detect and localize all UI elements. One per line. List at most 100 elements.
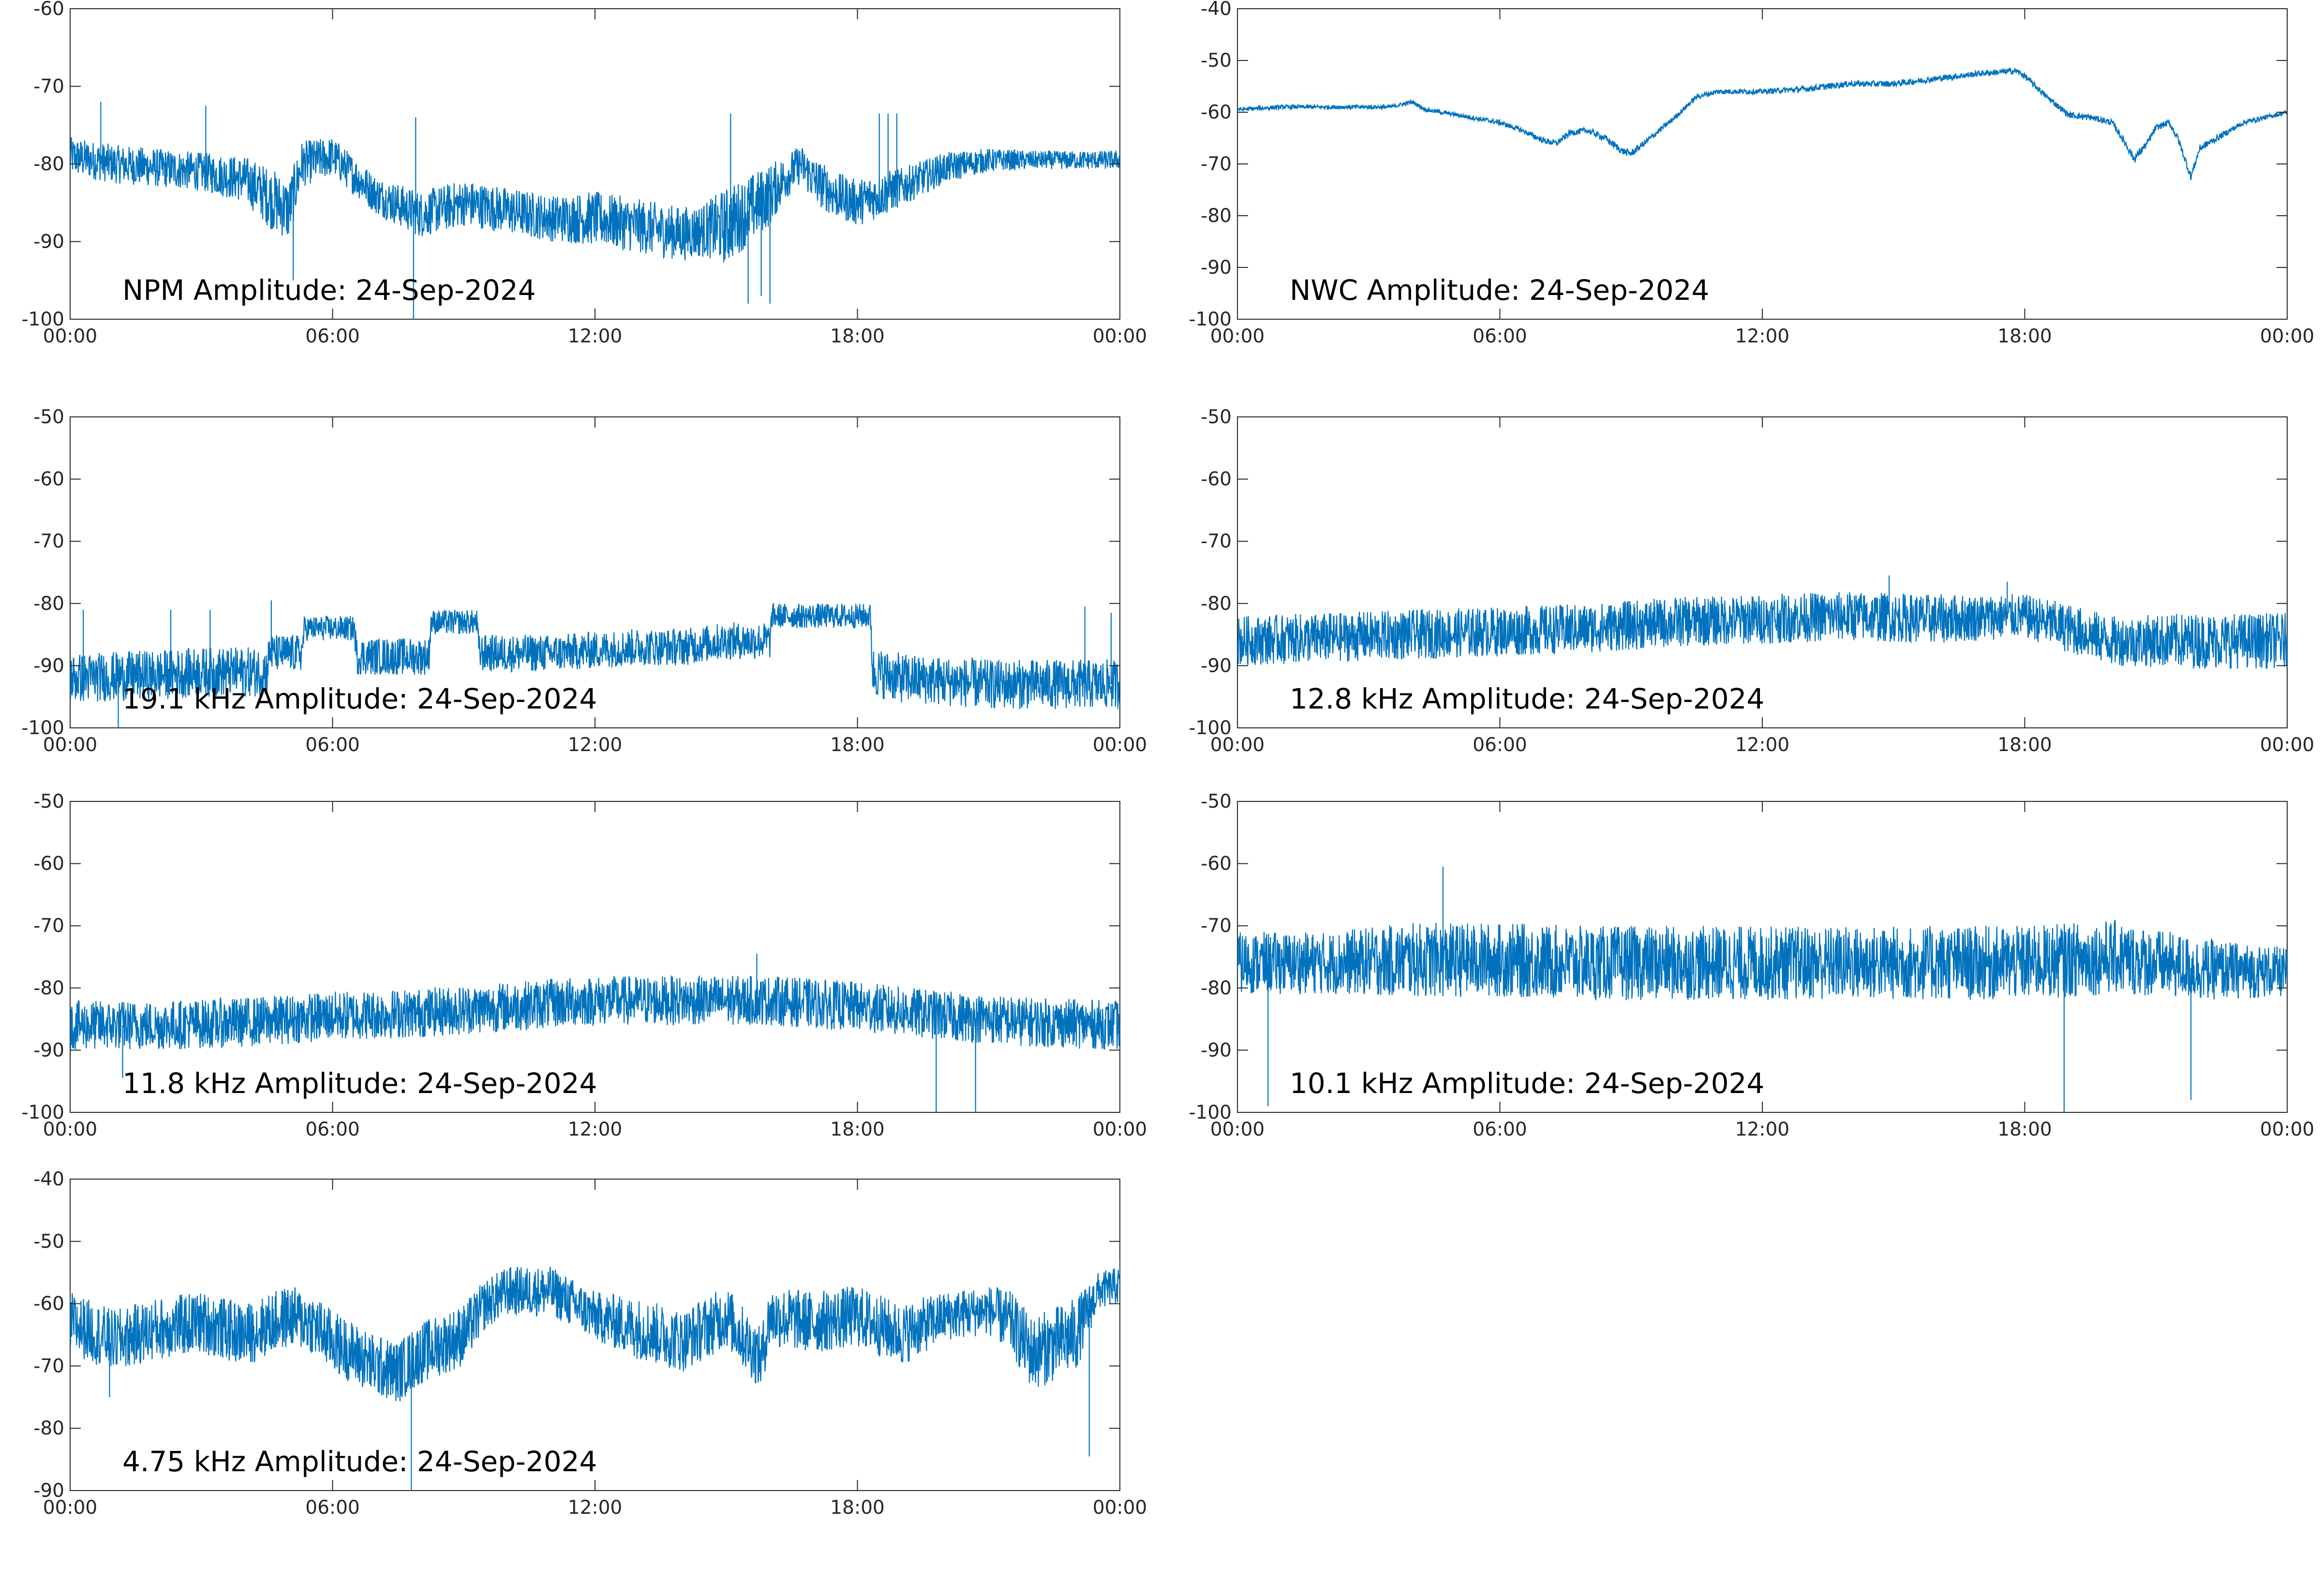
x-tick-label: 00:00 bbox=[1093, 734, 1147, 756]
x-tick-label: 00:00 bbox=[2260, 325, 2314, 347]
series-line-1 bbox=[1237, 66, 2287, 180]
x-tick-label: 06:00 bbox=[1473, 1119, 1527, 1140]
y-tick-label: -90 bbox=[33, 1480, 64, 1502]
y-tick-label: -60 bbox=[33, 1293, 64, 1315]
y-tick-label: -90 bbox=[1201, 257, 1232, 279]
y-tick-label: -90 bbox=[33, 655, 64, 677]
y-tick-label: -100 bbox=[21, 1102, 64, 1123]
x-tick-label: 12:00 bbox=[568, 1119, 622, 1140]
axes-box bbox=[1237, 8, 2288, 320]
axes-box bbox=[1237, 416, 2288, 728]
y-tick-label: -70 bbox=[1201, 153, 1232, 175]
y-tick-label: -70 bbox=[1201, 531, 1232, 552]
chart-title: 12.8 kHz Amplitude: 24-Sep-2024 bbox=[1290, 682, 1764, 715]
x-tick-label: 00:00 bbox=[43, 325, 97, 347]
axes-box bbox=[70, 416, 1120, 728]
x-tick-label: 12:00 bbox=[1735, 325, 1789, 347]
x-tick-label: 12:00 bbox=[1735, 734, 1789, 756]
x-tick-label: 12:00 bbox=[568, 325, 622, 347]
chart-title: 10.1 kHz Amplitude: 24-Sep-2024 bbox=[1290, 1067, 1764, 1100]
x-tick-label: 18:00 bbox=[1997, 734, 2052, 756]
x-tick-label: 18:00 bbox=[830, 734, 884, 756]
x-tick-label: 18:00 bbox=[830, 1119, 884, 1140]
x-tick-label: 06:00 bbox=[305, 325, 359, 347]
chart-title: 4.75 kHz Amplitude: 24-Sep-2024 bbox=[122, 1445, 597, 1478]
y-tick-label: -50 bbox=[33, 406, 64, 428]
y-tick-label: -100 bbox=[1189, 1102, 1232, 1123]
x-tick-label: 00:00 bbox=[1210, 1119, 1265, 1140]
x-tick-label: 06:00 bbox=[305, 1119, 359, 1140]
x-tick-label: 00:00 bbox=[43, 1497, 97, 1519]
y-tick-label: -50 bbox=[33, 791, 64, 813]
y-tick-label: -60 bbox=[1201, 469, 1232, 490]
x-tick-label: 12:00 bbox=[568, 1497, 622, 1519]
chart-title: NWC Amplitude: 24-Sep-2024 bbox=[1290, 274, 1709, 307]
y-tick-label: -60 bbox=[33, 853, 64, 875]
y-tick-label: -90 bbox=[1201, 1039, 1232, 1061]
y-tick-label: -80 bbox=[33, 1418, 64, 1439]
y-tick-label: -60 bbox=[1201, 102, 1232, 123]
series-line-1 bbox=[70, 102, 1120, 319]
x-tick-label: 18:00 bbox=[830, 1497, 884, 1519]
chart-title: NPM Amplitude: 24-Sep-2024 bbox=[122, 274, 536, 307]
x-tick-label: 12:00 bbox=[1735, 1119, 1789, 1140]
y-tick-label: -40 bbox=[1201, 0, 1232, 20]
y-tick-label: -60 bbox=[1201, 853, 1232, 875]
x-tick-label: 06:00 bbox=[305, 1497, 359, 1519]
x-tick-label: 06:00 bbox=[305, 734, 359, 756]
y-tick-label: -80 bbox=[1201, 205, 1232, 227]
x-tick-label: 18:00 bbox=[1997, 325, 2052, 347]
y-tick-label: -80 bbox=[1201, 593, 1232, 615]
y-tick-label: -60 bbox=[33, 0, 64, 20]
y-tick-label: -50 bbox=[1201, 406, 1232, 428]
x-tick-label: 12:00 bbox=[568, 734, 622, 756]
y-tick-label: -80 bbox=[1201, 977, 1232, 999]
x-tick-label: 00:00 bbox=[43, 1119, 97, 1140]
y-tick-label: -70 bbox=[33, 915, 64, 937]
chart-title: 11.8 kHz Amplitude: 24-Sep-2024 bbox=[122, 1067, 597, 1100]
series-line-1 bbox=[70, 600, 1120, 728]
y-tick-label: -100 bbox=[21, 717, 64, 739]
y-tick-label: -100 bbox=[21, 309, 64, 330]
x-tick-label: 00:00 bbox=[2260, 1119, 2314, 1140]
y-tick-label: -80 bbox=[33, 593, 64, 615]
x-tick-label: 00:00 bbox=[1093, 1119, 1147, 1140]
x-tick-label: 00:00 bbox=[1210, 734, 1265, 756]
y-tick-label: -90 bbox=[1201, 655, 1232, 677]
y-tick-label: -40 bbox=[33, 1168, 64, 1190]
y-tick-label: -80 bbox=[33, 153, 64, 175]
y-tick-label: -80 bbox=[33, 977, 64, 999]
y-tick-label: -90 bbox=[33, 231, 64, 253]
series-line-1 bbox=[1237, 867, 2287, 1112]
series-line-1 bbox=[1237, 575, 2287, 669]
x-tick-label: 18:00 bbox=[1997, 1119, 2052, 1140]
y-tick-label: -100 bbox=[1189, 309, 1232, 330]
y-tick-label: -70 bbox=[33, 531, 64, 552]
y-tick-label: -90 bbox=[33, 1039, 64, 1061]
y-tick-label: -50 bbox=[1201, 50, 1232, 72]
x-tick-label: 00:00 bbox=[1210, 325, 1265, 347]
x-tick-label: 18:00 bbox=[830, 325, 884, 347]
x-tick-label: 00:00 bbox=[1093, 1497, 1147, 1519]
y-tick-label: -100 bbox=[1189, 717, 1232, 739]
x-tick-label: 00:00 bbox=[2260, 734, 2314, 756]
y-tick-label: -50 bbox=[1201, 791, 1232, 813]
axes-box bbox=[70, 801, 1120, 1113]
x-tick-label: 00:00 bbox=[43, 734, 97, 756]
chart-title: 19.1 kHz Amplitude: 24-Sep-2024 bbox=[122, 682, 597, 715]
series-line-1 bbox=[70, 954, 1120, 1112]
x-tick-label: 06:00 bbox=[1473, 325, 1527, 347]
y-tick-label: -60 bbox=[33, 469, 64, 490]
x-tick-label: 00:00 bbox=[1093, 325, 1147, 347]
y-tick-label: -70 bbox=[33, 1355, 64, 1377]
x-tick-label: 06:00 bbox=[1473, 734, 1527, 756]
series-line-1 bbox=[70, 1260, 1120, 1491]
